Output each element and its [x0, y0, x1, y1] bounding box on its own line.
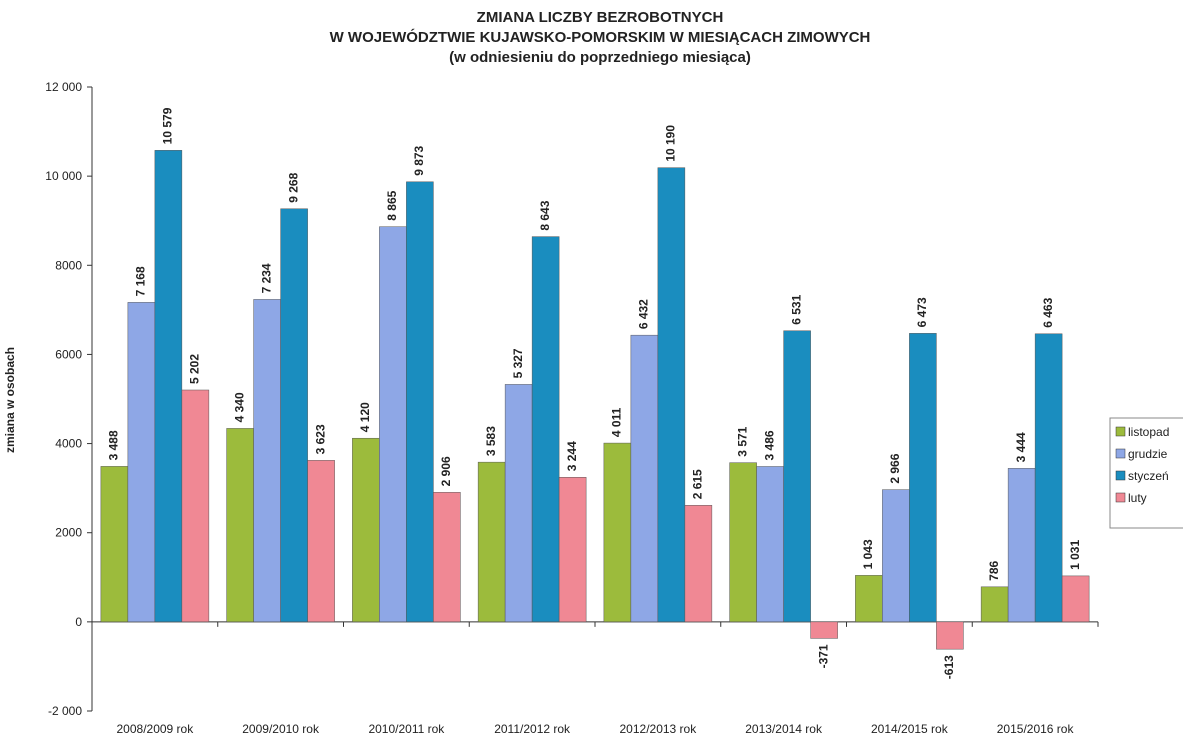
bar [531, 236, 560, 623]
legend-label: grudzie [1128, 447, 1168, 461]
value-label: 6 432 [637, 299, 651, 329]
y-tick-label: 6000 [55, 347, 82, 361]
bar [127, 302, 156, 623]
value-label: 5 327 [511, 348, 525, 378]
bar [810, 621, 838, 639]
y-tick-label: 2000 [55, 526, 82, 540]
bar [980, 586, 1009, 623]
value-label: 10 190 [664, 125, 678, 162]
value-label: -613 [942, 655, 956, 679]
bar [1007, 468, 1036, 623]
value-label: 9 268 [286, 172, 300, 202]
value-label: 2 615 [691, 469, 705, 499]
value-label: 3 244 [565, 441, 579, 471]
legend-swatch [1115, 448, 1126, 459]
value-label: 786 [987, 560, 1001, 580]
bar [100, 466, 129, 623]
bar [936, 621, 964, 650]
bar [226, 428, 254, 623]
y-tick-label: 0 [75, 615, 82, 629]
legend-swatch [1115, 426, 1126, 437]
bar [603, 442, 632, 623]
legend-label: luty [1128, 491, 1147, 505]
value-label: 3 623 [313, 424, 327, 454]
bar [630, 334, 659, 623]
x-tick-label: 2012/2013 rok [620, 722, 698, 736]
value-label: 7 234 [259, 263, 273, 293]
legend-label: styczeń [1128, 469, 1169, 483]
bar [181, 389, 210, 623]
value-label: 6 463 [1041, 297, 1055, 327]
bar [477, 461, 506, 623]
value-label: 8 643 [538, 200, 552, 230]
bar [406, 181, 434, 623]
value-label: -371 [816, 644, 830, 668]
bar [909, 333, 937, 623]
value-label: 4 120 [358, 402, 372, 432]
value-label: 3 488 [107, 430, 121, 460]
value-label: 5 202 [188, 354, 202, 384]
bar [882, 489, 910, 623]
bar [684, 505, 713, 623]
value-label: 4 011 [610, 407, 624, 437]
value-label: 1 031 [1068, 540, 1082, 570]
value-label: 4 340 [232, 392, 246, 422]
bar [379, 226, 407, 623]
bar [1061, 575, 1090, 623]
bar [253, 299, 281, 623]
chart-title: ZMIANA LICZBY BEZROBOTNYCH [477, 9, 724, 26]
value-label: 3 571 [735, 426, 749, 456]
y-tick-label: 4000 [55, 437, 82, 451]
chart-subtitle: (w odniesieniu do poprzedniego miesiąca) [449, 49, 751, 66]
bar [280, 208, 308, 623]
y-axis-label: zmiana w osobach [3, 347, 17, 453]
bar [756, 466, 784, 623]
value-label: 3 444 [1014, 432, 1028, 462]
x-tick-label: 2013/2014 rok [745, 722, 823, 736]
y-tick-label: 12 000 [45, 80, 82, 94]
value-label: 9 873 [412, 145, 426, 175]
value-label: 3 486 [762, 430, 776, 460]
x-tick-label: 2008/2009 rok [117, 722, 195, 736]
bar [783, 330, 811, 623]
legend-swatch [1115, 492, 1126, 503]
bar [558, 477, 587, 623]
value-label: 3 583 [484, 426, 498, 456]
bar [433, 492, 461, 623]
x-tick-label: 2010/2011 rok [368, 722, 445, 736]
y-tick-label: 10 000 [45, 169, 82, 183]
value-label: 8 865 [385, 190, 399, 220]
value-label: 2 906 [439, 456, 453, 486]
x-tick-label: 2015/2016 rok [997, 722, 1075, 736]
bar [855, 575, 883, 623]
bar [657, 167, 686, 623]
bar [307, 460, 335, 623]
chart-title: W WOJEWÓDZTWIE KUJAWSKO-POMORSKIM W MIES… [330, 28, 871, 46]
bar [729, 462, 757, 623]
value-label: 10 579 [161, 107, 175, 144]
bar [504, 384, 533, 623]
bar [352, 437, 380, 623]
y-tick-label: -2 000 [48, 704, 82, 718]
x-tick-label: 2014/2015 rok [871, 722, 949, 736]
bar [154, 150, 183, 623]
legend-label: listopad [1128, 425, 1169, 439]
value-label: 6 473 [915, 297, 929, 327]
x-tick-label: 2011/2012 rok [494, 722, 571, 736]
bar [1034, 333, 1063, 623]
value-label: 6 531 [789, 294, 803, 324]
y-tick-label: 8000 [55, 258, 82, 272]
value-label: 7 168 [134, 266, 148, 296]
value-label: 2 966 [888, 453, 902, 483]
legend-swatch [1115, 470, 1126, 481]
x-tick-label: 2009/2010 rok [242, 722, 320, 736]
value-label: 1 043 [861, 539, 875, 569]
